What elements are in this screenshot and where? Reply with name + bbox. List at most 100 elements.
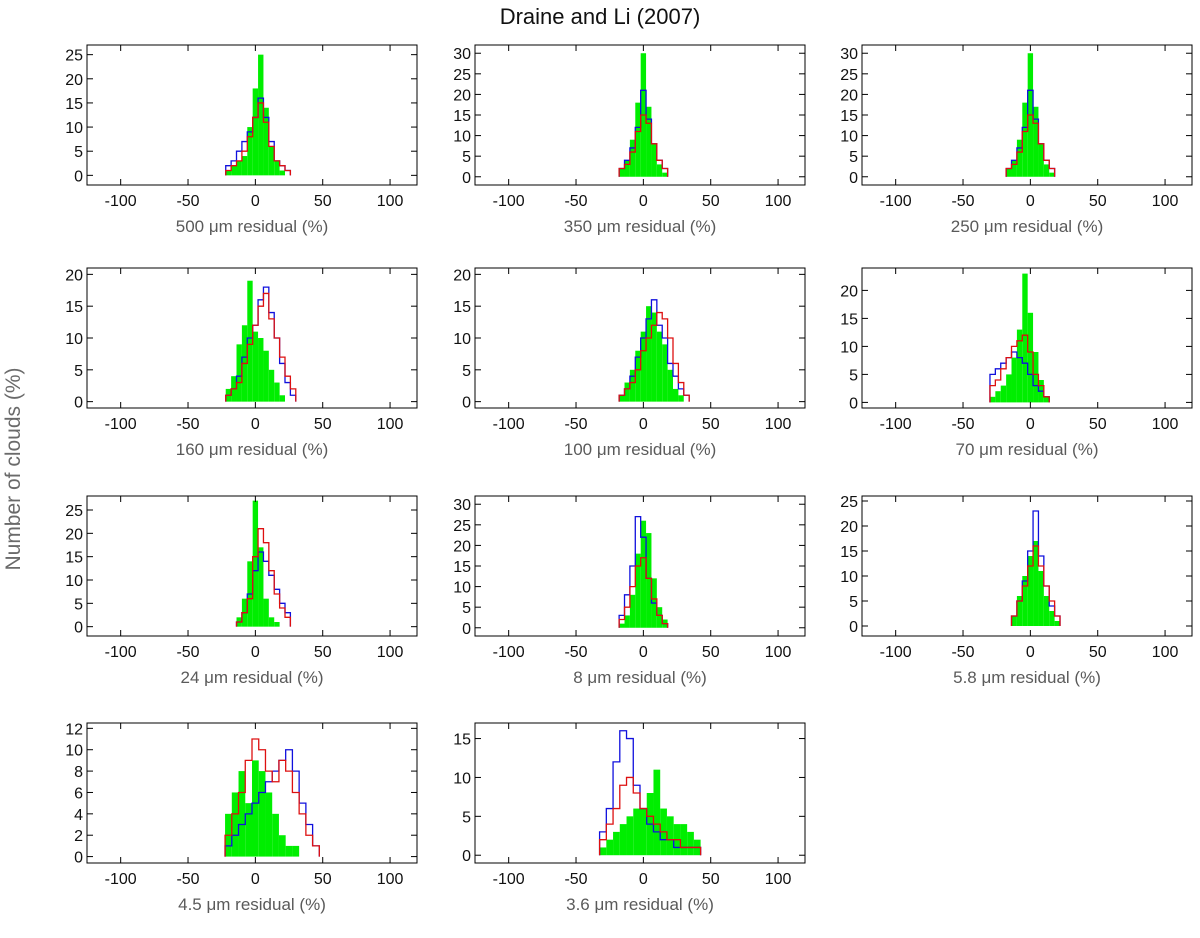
x-axis-label: 350 μm residual (%) [564,217,716,236]
red-step-series [225,102,292,176]
histogram-bar [279,170,285,176]
plot-frame [86,722,418,864]
y-tick-label: 5 [462,149,471,166]
histogram-bar [678,395,684,402]
histogram-bar [274,160,280,176]
x-tick-label: 50 [702,644,720,661]
x-tick-label: 0 [251,416,260,433]
x-tick-label: -50 [176,193,199,210]
plot-area [225,280,297,402]
y-tick-label: 5 [74,363,83,380]
histogram-bar [666,816,674,856]
red-step-series [598,776,702,856]
histogram-bar [1011,160,1017,177]
x-tick-label: 0 [1026,193,1035,210]
x-tick-label: 100 [765,416,792,433]
x-tick-label: -100 [105,644,137,661]
y-tick-label: 20 [840,519,858,536]
histogram-panel: 0 5 10 15 20 25 30 -100 -50 0 50 100 8 μm residual (… [453,495,806,687]
y-tick-label: 5 [74,596,83,613]
histogram-bar [272,813,279,857]
x-tick-label: -50 [564,416,587,433]
histogram-bar [236,160,242,176]
x-axis-label: 24 μm residual (%) [180,668,323,687]
y-tick-label: 0 [849,619,858,636]
histogram-bar [1038,571,1044,626]
figure-title: Draine and Li (2007) [500,4,701,29]
red-step-series [235,528,292,627]
x-axis-label: 100 μm residual (%) [564,440,716,459]
y-tick-label: 10 [65,331,83,348]
x-tick-label: -50 [564,871,587,888]
x-tick-label: 0 [639,416,648,433]
plot-area [225,54,292,176]
y-tick-label: 0 [462,621,471,638]
histogram-bar [1054,621,1060,626]
y-tick-label: 15 [65,96,83,113]
plot-frame [86,44,418,186]
x-tick-label: 0 [251,644,260,661]
x-tick-label: 100 [377,416,404,433]
y-tick-label: 6 [74,785,83,802]
histogram-bar [635,553,641,628]
x-tick-label: -50 [176,416,199,433]
histogram-bar [292,845,300,857]
histogram-bar [263,350,269,402]
x-tick-label: -50 [176,871,199,888]
y-tick-label: 4 [74,807,83,824]
histogram-bar [274,382,280,402]
x-tick-label: -100 [493,644,525,661]
x-axis-label: 70 μm residual (%) [955,440,1098,459]
y-tick-label: 30 [453,497,471,514]
histogram-bar [247,280,253,402]
x-axis-label: 5.8 μm residual (%) [953,668,1101,687]
y-tick-label: 20 [453,538,471,555]
plot-area [1010,510,1061,626]
y-tick-label: 5 [849,149,858,166]
x-tick-label: 50 [702,871,720,888]
y-tick-label: 25 [453,67,471,84]
y-tick-label: 15 [840,311,858,328]
histogram-bar [673,388,679,402]
y-tick-label: 5 [849,594,858,611]
histogram-bar [613,831,620,856]
histogram-bar [268,617,275,627]
histogram-bar [680,824,688,856]
histogram-bar [1022,576,1028,626]
x-tick-label: 50 [702,416,720,433]
histogram-bar [258,54,264,176]
y-tick-label: 10 [840,569,858,586]
x-tick-label: 0 [1026,416,1035,433]
x-tick-label: 0 [639,193,648,210]
histogram-bar [245,803,252,857]
y-tick-label: 30 [840,46,858,63]
histogram-bar [231,792,239,857]
histogram-bar [278,835,286,857]
y-tick-label: 10 [453,770,471,787]
plot-frame [474,722,806,864]
histogram-bar [640,331,647,402]
histogram-bar [1027,556,1034,626]
x-tick-label: 50 [314,416,332,433]
x-tick-label: -100 [880,193,912,210]
x-tick-label: -100 [493,193,525,210]
x-tick-label: -50 [951,416,974,433]
x-tick-label: 0 [639,871,648,888]
histogram-bar [238,771,246,857]
histogram-bar [258,771,266,857]
histogram-bar [989,396,996,403]
x-tick-label: 50 [314,193,332,210]
x-tick-label: 50 [1089,416,1107,433]
y-tick-label: 25 [453,518,471,535]
histogram-bar [1043,164,1050,177]
x-tick-label: -100 [880,416,912,433]
x-tick-label: -50 [951,644,974,661]
y-tick-label: 15 [840,108,858,125]
histogram-bar [687,831,694,856]
histogram-bar [619,168,625,177]
x-axis-label: 500 μm residual (%) [176,217,328,236]
histogram-bar [656,331,663,402]
plot-area [598,730,702,856]
histogram-bar [265,792,273,857]
plot-frame [861,495,1193,637]
